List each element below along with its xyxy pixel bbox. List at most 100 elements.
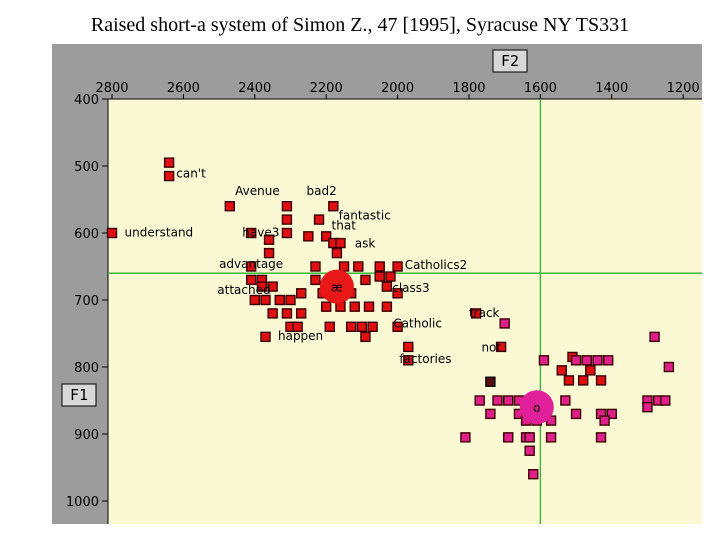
data-point <box>263 234 275 245</box>
data-point <box>353 261 364 272</box>
data-point <box>660 395 671 406</box>
y-tick-label: 800 <box>74 361 99 376</box>
data-point <box>338 261 350 272</box>
data-point <box>303 231 314 242</box>
y-tick-label: 700 <box>74 294 99 309</box>
y-tick-label: 900 <box>74 428 99 443</box>
y-tick-label: 600 <box>74 227 99 242</box>
word-label: factories <box>399 352 451 366</box>
word-label: Avenue <box>235 184 280 198</box>
data-point <box>349 301 360 312</box>
data-point <box>320 301 332 312</box>
data-point <box>503 432 514 443</box>
word-label: bad2 <box>307 184 337 198</box>
x-tick-label: 1200 <box>667 81 700 96</box>
data-point <box>335 237 346 249</box>
data-point <box>310 261 321 272</box>
data-point <box>585 365 596 376</box>
data-point <box>649 331 660 343</box>
data-point <box>392 288 403 299</box>
data-point <box>485 376 496 387</box>
data-point <box>285 294 296 306</box>
word-label: attached <box>217 283 270 297</box>
data-point <box>246 227 257 239</box>
data-point <box>292 321 303 332</box>
mean-circle <box>319 269 354 304</box>
y-tick-label: 400 <box>74 93 99 108</box>
data-point <box>360 331 371 343</box>
data-point <box>381 281 393 292</box>
data-point <box>260 331 271 343</box>
data-point <box>163 170 175 182</box>
data-point <box>367 321 378 332</box>
data-point <box>324 321 335 332</box>
word-label: fantastic <box>339 209 391 223</box>
x-tick-label: 1800 <box>452 81 485 96</box>
data-point <box>313 214 325 225</box>
word-label: ask <box>355 237 376 251</box>
data-point <box>403 341 414 353</box>
data-point <box>267 281 278 292</box>
data-point <box>246 261 257 272</box>
x-tick-label: 2200 <box>310 81 343 96</box>
data-point <box>274 294 285 306</box>
data-point <box>595 432 607 443</box>
word-label: understand <box>124 225 193 239</box>
data-point <box>606 408 617 420</box>
data-point <box>495 341 507 353</box>
data-point <box>392 321 403 332</box>
word-label: advantage <box>219 257 283 271</box>
f2-axis-label-box <box>492 49 528 73</box>
data-point <box>460 432 471 443</box>
data-point <box>592 355 603 366</box>
data-point <box>356 321 368 332</box>
data-point <box>595 375 607 386</box>
data-point <box>570 355 582 366</box>
data-point <box>385 271 396 282</box>
data-point <box>528 469 539 480</box>
data-point <box>295 308 307 319</box>
data-point <box>374 261 385 272</box>
data-point <box>381 301 393 312</box>
f1-axis-label-box <box>61 383 97 407</box>
x-tick-label: 1600 <box>524 81 557 96</box>
data-point <box>295 288 307 299</box>
chart-title: Raised short-a system of Simon Z., 47 [1… <box>90 14 630 36</box>
data-point <box>538 355 550 366</box>
data-point <box>485 408 496 420</box>
data-point <box>331 247 343 259</box>
data-point <box>246 274 257 286</box>
data-point <box>328 200 339 212</box>
f1-axis-label: F1 <box>70 386 88 404</box>
x-tick-label: 2000 <box>381 81 414 96</box>
word-label: track <box>469 306 500 320</box>
data-point <box>345 321 357 332</box>
data-point <box>403 355 414 366</box>
data-point <box>560 395 571 406</box>
data-point <box>470 308 482 319</box>
data-point <box>578 375 589 386</box>
data-point <box>363 301 375 312</box>
plot-area <box>108 99 702 524</box>
data-point <box>503 395 514 406</box>
x-tick-label: 1400 <box>595 81 628 96</box>
data-point <box>281 227 293 239</box>
word-label: Catholic <box>393 316 442 330</box>
word-label: Catholics2 <box>405 258 468 272</box>
f2-axis-label: F2 <box>501 52 519 70</box>
data-point <box>556 365 567 376</box>
data-point <box>499 318 510 329</box>
word-label: happen <box>278 329 323 343</box>
word-label: can't <box>176 166 206 180</box>
mean-circle <box>519 390 554 425</box>
data-point <box>163 157 175 168</box>
data-point <box>392 261 403 272</box>
y-tick-label: 1000 <box>66 495 99 510</box>
mean-label: æ <box>331 281 343 295</box>
data-point <box>281 214 293 225</box>
word-label: have3 <box>242 225 279 239</box>
data-point <box>360 274 371 286</box>
data-point <box>267 308 278 319</box>
data-point <box>320 231 332 242</box>
data-point <box>106 227 118 239</box>
